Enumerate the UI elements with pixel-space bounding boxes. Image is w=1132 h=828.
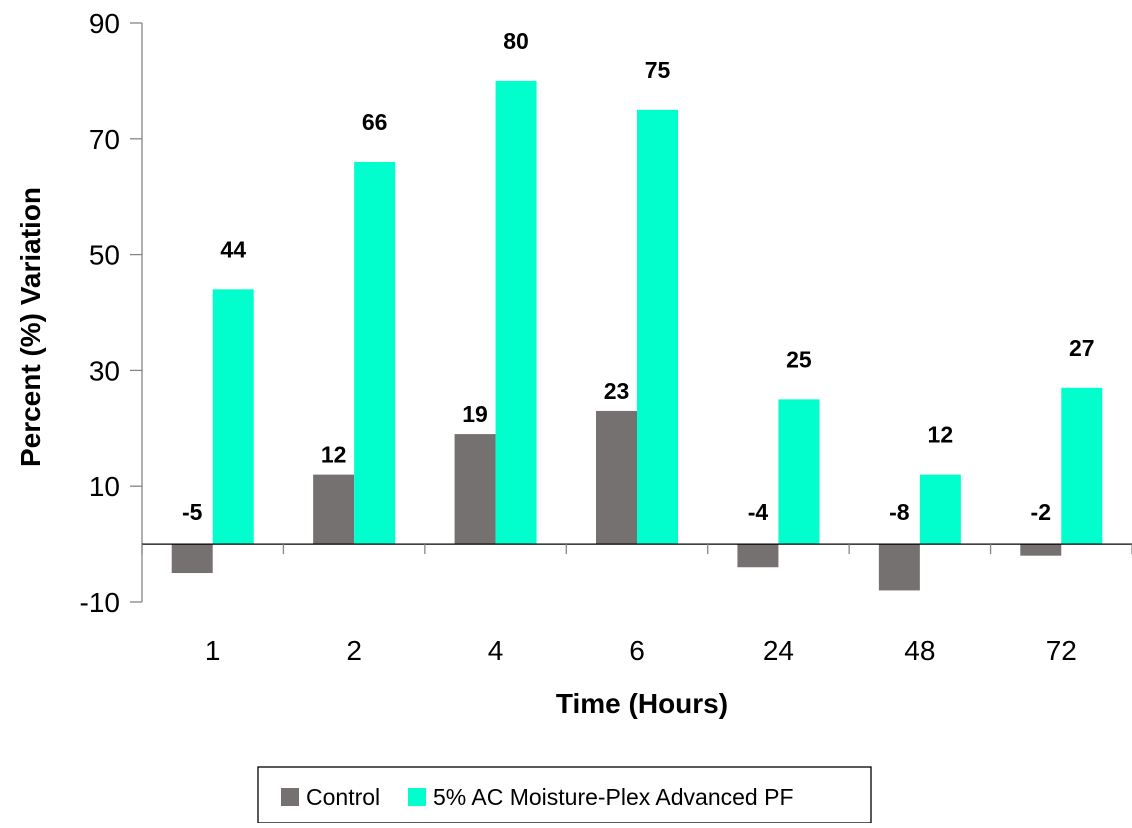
plot-area [141,23,1132,602]
bar-treatment-48 [919,474,961,545]
legend-label-treatment: 5% AC Moisture-Plex Advanced PF [433,784,794,810]
bar-control-48 [878,544,920,591]
legend: Control 5% AC Moisture-Plex Advanced PF [257,766,872,824]
data-label-treatment: 25 [786,346,812,372]
y-tick-label: 10 [89,471,120,502]
bar-control-6 [596,410,637,545]
data-label-treatment: 80 [503,28,529,54]
data-label-treatment: 44 [220,236,246,262]
bar-control-2 [313,474,355,545]
bar-treatment-4 [495,80,537,545]
x-tick-label: 4 [488,635,504,666]
y-tick-label: -10 [80,587,120,618]
bar-treatment-2 [354,161,396,545]
x-tick-label: 2 [346,635,362,666]
data-label-control: 19 [462,401,488,427]
x-axis-ticks: 1 2 4 6 24 48 72 [141,544,1132,666]
bar-treatment-24 [778,399,820,545]
y-tick-label: 70 [89,124,120,155]
y-tick-label: 90 [89,8,120,39]
bar-treatment-72 [1061,387,1103,545]
data-label-control: -2 [1031,499,1051,525]
x-tick-label: 6 [629,635,645,666]
legend-box [257,766,872,824]
legend-label-control: Control [306,784,380,810]
data-label-treatment: 27 [1069,335,1095,361]
bar-control-72 [1020,544,1062,556]
x-tick-label: 48 [904,635,935,666]
bar-control-24 [737,544,779,568]
data-labels: -5 12 19 23 -4 -8 -2 44 66 80 75 25 12 27 [182,28,1095,525]
y-axis-ticks: -10 10 30 50 70 90 [80,8,142,618]
data-label-treatment: 75 [645,57,671,83]
legend-swatch-control [281,788,299,806]
data-label-treatment: 66 [362,109,388,135]
bar-control-1 [171,544,213,574]
x-tick-label: 1 [205,635,221,666]
y-tick-label: 50 [89,240,120,271]
data-label-treatment: 12 [928,422,954,448]
x-axis-title: Time (Hours) [556,688,728,719]
y-axis-title: Percent (%) Variation [15,187,46,467]
data-label-control: 12 [321,442,347,468]
x-tick-label: 72 [1046,635,1077,666]
bar-treatment-1 [212,289,254,545]
y-tick-label: 30 [89,355,120,386]
data-label-control: -8 [889,499,910,525]
data-label-control: -5 [182,499,203,525]
data-label-control: -4 [748,499,769,525]
bar-treatment-6 [637,109,678,545]
x-tick-label: 24 [763,635,794,666]
data-label-control: 23 [604,378,630,404]
legend-swatch-treatment [408,788,426,806]
bar-control-4 [454,434,496,545]
